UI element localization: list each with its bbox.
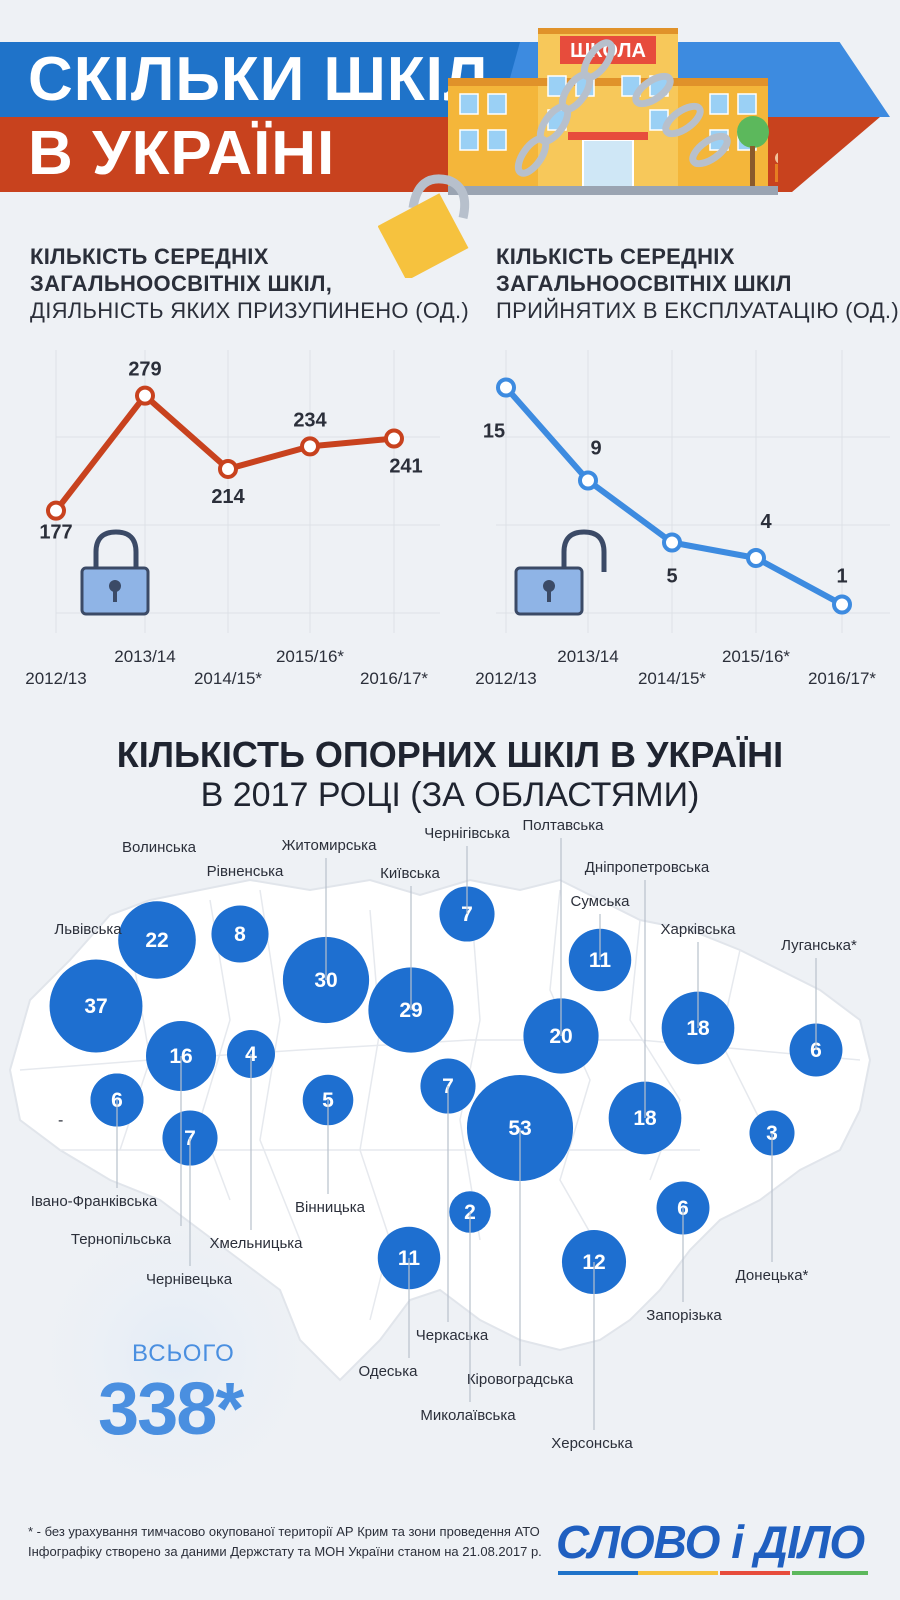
region-name-label: Тернопільська [71, 1231, 172, 1248]
region-name-label: Житомирська [282, 837, 378, 854]
chart2-title-line1: КІЛЬКІСТЬ СЕРЕДНІХ [496, 244, 735, 269]
chart2-point [496, 377, 516, 398]
region-value: 11 [589, 949, 612, 972]
chart1-data-label: 241 [389, 456, 422, 478]
region-bubble [49, 959, 143, 1053]
chart2-data-label: 4 [760, 511, 772, 533]
chart2-title-line3: ПРИЙНЯТИХ В ЕКСПЛУАТАЦІЮ (ОД.) [496, 298, 899, 323]
title-line-2: В УКРАЇНІ [28, 119, 336, 188]
locked-padlock-icon [80, 529, 150, 616]
chart1-title: КІЛЬКІСТЬ СЕРЕДНІХ ЗАГАЛЬНООСВІТНІХ ШКІЛ… [30, 243, 469, 324]
region-name-label: Харківська [661, 921, 737, 938]
map-dash: - [58, 1112, 64, 1129]
chart1-point [218, 458, 238, 479]
region-value: 18 [633, 1107, 657, 1130]
region-name-label: Полтавська [523, 820, 605, 834]
footnote-line1: * - без урахування тимчасово окупованої … [28, 1524, 540, 1539]
chart1-data-label: 234 [293, 409, 327, 431]
region-name-label: Хмельницька [209, 1235, 303, 1252]
chart2-tick-label: 2015/16* [722, 647, 790, 666]
chart1-data-label: 279 [128, 359, 161, 381]
chart2-data-label: 1 [836, 566, 847, 588]
chart1-tick-label: 2013/14 [114, 647, 175, 666]
chart2-data-label: 9 [590, 438, 601, 460]
header-banner-top [0, 42, 520, 117]
chart1-title-line1: КІЛЬКІСТЬ СЕРЕДНІХ [30, 244, 269, 269]
region-name-label: Львівська [54, 921, 122, 938]
chart1-point [135, 385, 155, 406]
chart1-data-label: 177 [39, 522, 72, 544]
region-name-label: Черкаська [416, 1327, 489, 1344]
region-name-label: Сумська [570, 893, 630, 910]
chart1-point [384, 428, 404, 449]
chart2-svg: 15 9 5 4 1 2012/13 2013/14 2014/15* 2015/16* 2016… [475, 350, 890, 688]
chart2-title: КІЛЬКІСТЬ СЕРЕДНІХ ЗАГАЛЬНООСВІТНІХ ШКІЛ… [496, 243, 899, 324]
region-value: 20 [549, 1025, 572, 1048]
region-name-label: Кіровоградська [467, 1371, 574, 1388]
chart2-point [746, 548, 766, 568]
chart2-title-line2: ЗАГАЛЬНООСВІТНІХ ШКІЛ [496, 271, 792, 296]
chart1-point [300, 436, 320, 457]
footnote: * - без урахування тимчасово окупованої … [28, 1522, 542, 1562]
ukraine-outline [8, 878, 872, 1382]
region-name-label: Чернівецька [146, 1271, 233, 1288]
region-bubble [466, 1074, 574, 1182]
chart1-point [46, 500, 66, 521]
region-value: 6 [810, 1039, 822, 1062]
chart2-tick-label: 2014/15* [638, 669, 706, 688]
region-name-label: Луганська* [781, 937, 857, 954]
chart1-data-label: 214 [211, 486, 245, 508]
region-value: 22 [145, 929, 168, 952]
chart2-tick-label: 2012/13 [475, 669, 536, 688]
region-name-label: Волинська [122, 839, 197, 856]
unlocked-padlock-icon [514, 529, 607, 616]
region-bubble [118, 901, 196, 979]
chart1-title-line3: ДІЯЛЬНІСТЬ ЯКИХ ПРИЗУПИНЕНО (ОД.) [30, 298, 470, 323]
region-value: 8 [234, 923, 246, 946]
brand-logo: СЛОВО і ДІЛО [556, 1515, 872, 1575]
region-name-label: Херсонська [551, 1435, 633, 1452]
chart2-tick-label: 2013/14 [557, 647, 618, 666]
region-name-label: Чернігівська [424, 825, 510, 842]
map-title: КІЛЬКІСТЬ ОПОРНИХ ШКІЛ В УКРАЇНІ [116, 734, 784, 775]
region-value: 18 [686, 1017, 710, 1040]
region-bubble [211, 905, 269, 963]
ukraine-map: 228307201811186372961645753372611126 Вол… [8, 820, 872, 1500]
chart1-title-line2: ЗАГАЛЬНООСВІТНІХ ШКІЛ, [30, 271, 333, 296]
region-value: 30 [314, 969, 337, 992]
region-name-label: Запорізька [646, 1307, 722, 1324]
school-illustration: ШКОЛА [448, 28, 778, 195]
brand-text: СЛОВО і ДІЛО [556, 1516, 865, 1568]
padlock-header-icon [378, 174, 470, 278]
chart2-data-label: 5 [666, 566, 677, 588]
chart2-point [662, 532, 682, 553]
chart1-tick-label: 2016/17* [360, 669, 428, 688]
region-name-label: Одеська [359, 1363, 419, 1380]
region-bubble [523, 998, 599, 1074]
title-line-1: СКІЛЬКИ ШКІЛ [28, 45, 489, 114]
region-value: 7 [461, 903, 473, 926]
region-name-label: Вінницька [295, 1199, 366, 1216]
region-name-label: Київська [380, 865, 440, 882]
map-subtitle: В 2017 РОЦІ (ЗА ОБЛАСТЯМИ) [200, 776, 700, 814]
chart2-point [578, 470, 598, 491]
total-label: ВСЬОГО [132, 1340, 235, 1367]
region-name-label: Івано-Франківська [31, 1193, 158, 1210]
region-value: 37 [84, 995, 107, 1018]
total-value: 338* [98, 1367, 244, 1450]
footnote-line2: Інфографіку створено за даними Держстату… [28, 1544, 542, 1559]
region-name-label: Рівненська [207, 863, 284, 880]
region-name-label: Донецька* [736, 1267, 809, 1284]
chart1-svg: 177 279 214 234 241 2012/13 2013/14 2014/15* 201… [25, 350, 440, 688]
chart2-tick-label: 2016/17* [808, 669, 876, 688]
chart2-data-label: 15 [483, 421, 505, 443]
region-name-label: Дніпропетровська [585, 859, 710, 876]
region-value: 29 [399, 999, 422, 1022]
chart2-point [832, 594, 852, 615]
chart1-tick-label: 2014/15* [194, 669, 262, 688]
region-name-label: Миколаївська [420, 1407, 516, 1424]
chart1-tick-label: 2015/16* [276, 647, 344, 666]
chart1-tick-label: 2012/13 [25, 669, 86, 688]
